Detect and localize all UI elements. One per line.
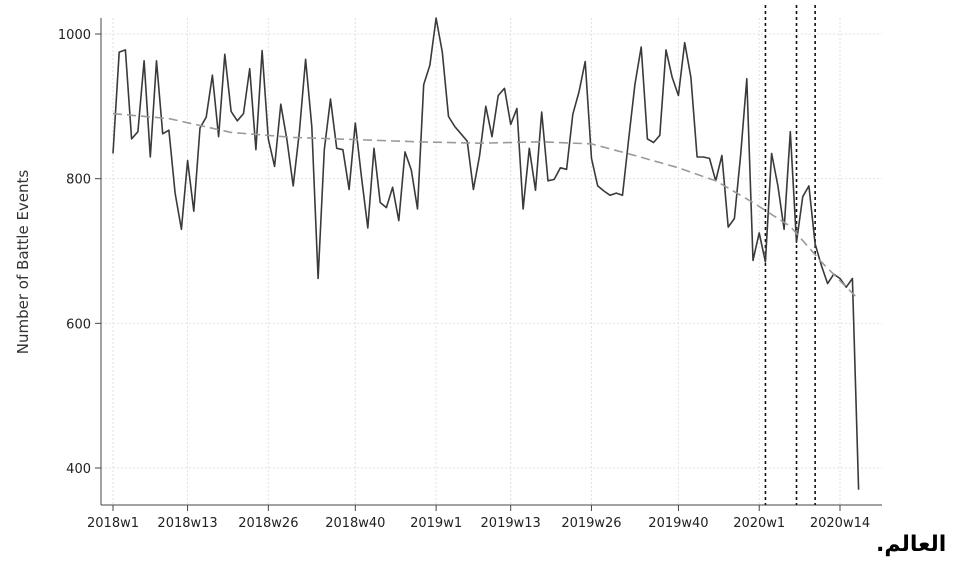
trend-line	[112, 112, 860, 301]
vertical-reference-lines	[764, 5, 816, 505]
x-tick-label: 2018w26	[238, 516, 298, 531]
series-layer	[112, 17, 860, 490]
caption-text: العالم.	[876, 532, 947, 557]
x-tick-label: 2019w26	[561, 516, 621, 531]
x-tick-label: 2019w1	[410, 516, 462, 531]
x-tick-label: 2018w40	[325, 516, 385, 531]
x-tick-label: 2018w13	[157, 516, 217, 531]
x-axis-ticks: 2018w1 2018w13 2018w26 2018w40 2019w1 2019w13…	[87, 505, 870, 531]
x-tick-label: 2019w40	[648, 516, 708, 531]
x-tick-label: 2020w1	[733, 516, 785, 531]
grid	[101, 18, 882, 505]
y-tick-label: 800	[66, 173, 91, 188]
y-axis-title: Number of Battle Events	[14, 170, 32, 355]
x-tick-label: 2020w14	[810, 516, 870, 531]
y-tick-label: 400	[66, 462, 91, 477]
x-tick-label: 2019w13	[481, 516, 541, 531]
y-axis-ticks: 400 600 800 1000	[58, 28, 101, 477]
x-tick-label: 2018w1	[87, 516, 139, 531]
y-tick-label: 600	[66, 317, 91, 332]
battle-events-line	[112, 17, 860, 490]
y-tick-label: 1000	[58, 28, 91, 43]
